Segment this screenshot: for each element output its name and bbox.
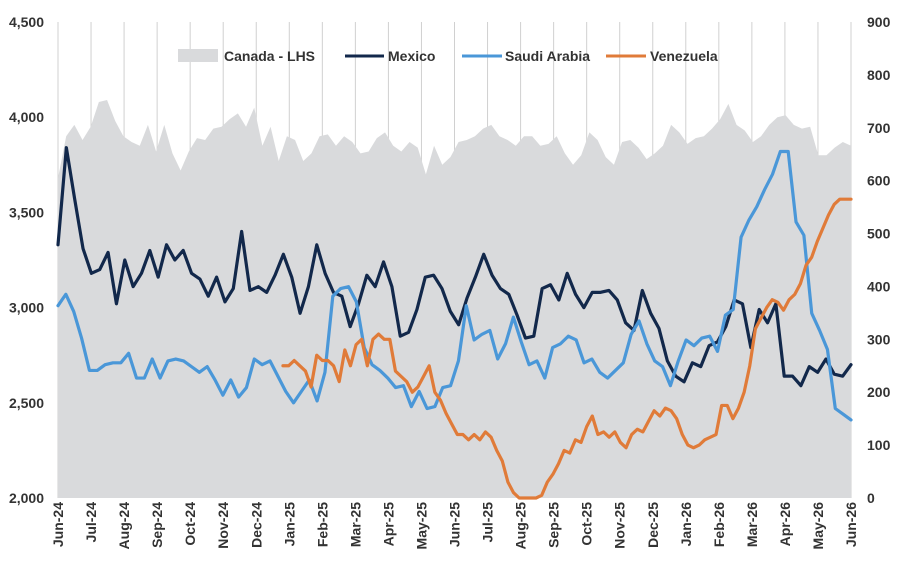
legend: Canada - LHS Mexico Saudi Arabia Venezue… — [178, 48, 718, 64]
left-tick-label: 2,000 — [9, 490, 44, 506]
x-tick-label: Jun-26 — [843, 502, 859, 547]
legend-label-mexico: Mexico — [388, 48, 435, 64]
right-tick-label: 500 — [867, 226, 891, 242]
right-tick-label: 600 — [867, 173, 891, 189]
right-tick-label: 800 — [867, 67, 891, 83]
x-tick-label: Mar-25 — [347, 502, 363, 547]
x-tick-label: Nov-24 — [215, 502, 231, 549]
legend-label-venezuela: Venezuela — [650, 48, 718, 64]
right-tick-label: 300 — [867, 331, 891, 347]
x-tick-label: Apr-25 — [380, 502, 396, 547]
x-tick-label: Oct-24 — [182, 502, 198, 546]
x-tick-label: Aug-25 — [513, 502, 529, 550]
series-line-venezuela — [281, 197, 853, 500]
x-tick-label: Apr-26 — [777, 502, 793, 547]
x-tick-label: Jul-24 — [83, 502, 99, 543]
x-tick-label: Jul-25 — [480, 502, 496, 543]
left-tick-label: 4,500 — [9, 14, 44, 30]
right-tick-label: 0 — [867, 490, 875, 506]
x-axis-tick-labels: Jun-24 Jul-24 Aug-24 Sep-24 Oct-24 Nov-24 Dec-… — [50, 502, 859, 550]
x-tick-label: Jun-24 — [50, 502, 66, 547]
legend-swatch-canada — [178, 49, 218, 62]
right-tick-label: 900 — [867, 14, 891, 30]
left-tick-label: 3,000 — [9, 300, 44, 316]
x-tick-label: Mar-26 — [744, 502, 760, 547]
x-tick-label: Sep-25 — [546, 502, 562, 548]
canada-area-layer — [58, 100, 851, 498]
x-tick-label: Oct-25 — [579, 502, 595, 546]
legend-label-canada: Canada - LHS — [224, 48, 315, 64]
series-line-saudi-arabia — [56, 149, 853, 422]
right-tick-label: 100 — [867, 437, 891, 453]
series-area-canada-lhs — [58, 100, 851, 498]
right-axis-tick-labels: 0 100 200 300 400 500 600 700 800 900 — [867, 14, 891, 506]
left-tick-label: 4,000 — [9, 109, 44, 125]
x-tick-label: Feb-25 — [314, 502, 330, 547]
x-tick-label: Feb-26 — [711, 502, 727, 547]
x-tick-label: Dec-24 — [248, 502, 264, 548]
left-tick-label: 3,500 — [9, 204, 44, 220]
x-tick-label: Dec-25 — [645, 502, 661, 548]
right-tick-label: 700 — [867, 120, 891, 136]
left-tick-label: 2,500 — [9, 395, 44, 411]
x-tick-label: May-25 — [413, 502, 429, 550]
series-lines-layer — [56, 146, 853, 500]
x-tick-label: Jan-25 — [281, 502, 297, 547]
x-tick-label: Aug-24 — [116, 502, 132, 550]
legend-label-saudi-arabia: Saudi Arabia — [505, 48, 590, 64]
x-tick-label: Jun-25 — [447, 502, 463, 547]
x-tick-label: Jan-26 — [678, 502, 694, 547]
right-tick-label: 200 — [867, 384, 891, 400]
left-axis-tick-labels: 2,000 2,500 3,000 3,500 4,000 4,500 — [9, 14, 44, 506]
x-tick-label: May-26 — [810, 502, 826, 550]
x-tick-label: Nov-25 — [612, 502, 628, 549]
x-tick-label: Sep-24 — [149, 502, 165, 548]
right-tick-label: 400 — [867, 278, 891, 294]
